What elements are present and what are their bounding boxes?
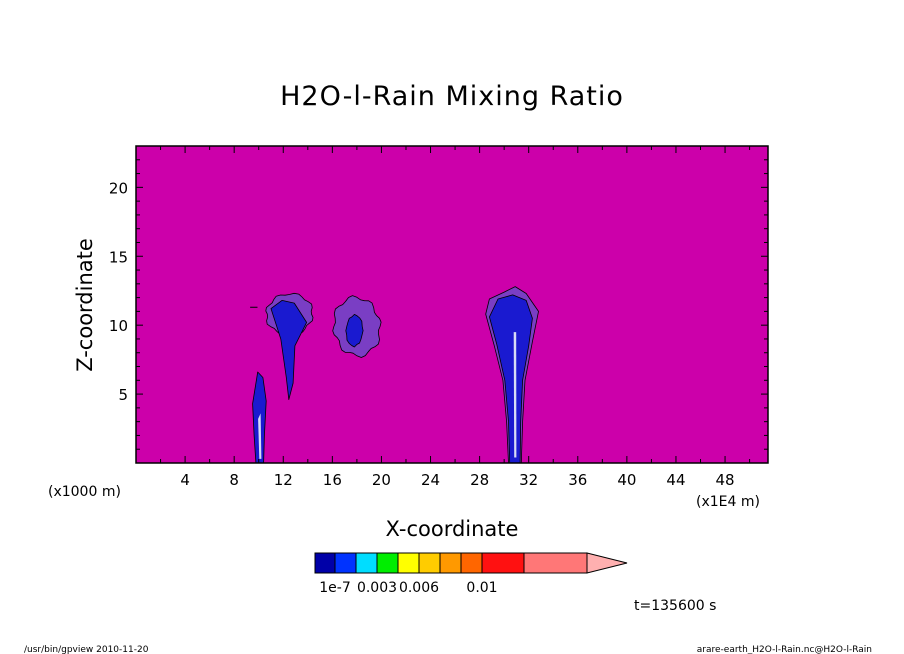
colorbar-box — [481, 552, 525, 574]
y-tick-label: 5 — [118, 386, 128, 404]
x-tick-label: 24 — [421, 471, 440, 489]
plot-frame — [135, 145, 769, 464]
x-tick-label: 16 — [323, 471, 342, 489]
x-tick-label: 20 — [372, 471, 391, 489]
rain-column-x10-core — [258, 413, 262, 459]
x-unit-right: (x1E4 m) — [696, 494, 760, 510]
rain-cell-x18-core — [345, 314, 364, 348]
y-axis-label: Z-coordinate — [73, 238, 97, 372]
x-tick-label: 12 — [274, 471, 293, 489]
colorbar-box — [334, 552, 357, 574]
colorbar-label: 0.01 — [466, 580, 497, 596]
colorbar-box — [460, 552, 483, 574]
colorbar-box — [314, 552, 336, 574]
y-tick-label: 10 — [109, 317, 128, 335]
colorbar-arrow — [586, 552, 628, 574]
colorbar-box — [376, 552, 399, 574]
chart-title: H2O-l-Rain Mixing Ratio — [280, 81, 624, 112]
x-unit-left: (x1000 m) — [48, 484, 121, 500]
rain-anvil-x12-core — [270, 300, 307, 400]
rain-features — [250, 286, 539, 464]
colorbar-box — [439, 552, 462, 574]
time-label: t=135600 s — [634, 598, 716, 614]
colorbar-box — [355, 552, 378, 574]
x-tick-label: 36 — [568, 471, 587, 489]
colorbar-box — [397, 552, 420, 574]
footer-left: /usr/bin/gpview 2010-11-20 — [24, 645, 149, 654]
colorbar-label: 1e-7 — [319, 580, 350, 596]
plot-area-background — [136, 146, 768, 463]
x-tick-label: 44 — [666, 471, 685, 489]
x-axis-label: X-coordinate — [386, 517, 519, 541]
rain-column-x31-streak — [513, 332, 517, 458]
y-tick-label: 15 — [109, 248, 128, 266]
colorbar: 1e-7 0.003 0.006 0.01 — [314, 552, 628, 596]
y-tick-label: 20 — [109, 179, 128, 197]
colorbar-box — [523, 552, 588, 574]
x-tick-label: 48 — [716, 471, 735, 489]
x-tick-label: 4 — [180, 471, 190, 489]
colorbar-label: 0.006 — [399, 580, 439, 596]
x-tick-label: 40 — [617, 471, 636, 489]
colorbar-label: 0.003 — [357, 580, 397, 596]
x-tick-label: 8 — [229, 471, 239, 489]
x-tick-label: 32 — [519, 471, 538, 489]
rain-column-x31-core — [489, 294, 533, 464]
footer-right: arare-earth_H2O-l-Rain.nc@H2O-l-Rain — [697, 645, 872, 654]
colorbar-box — [418, 552, 441, 574]
x-tick-label: 28 — [470, 471, 489, 489]
